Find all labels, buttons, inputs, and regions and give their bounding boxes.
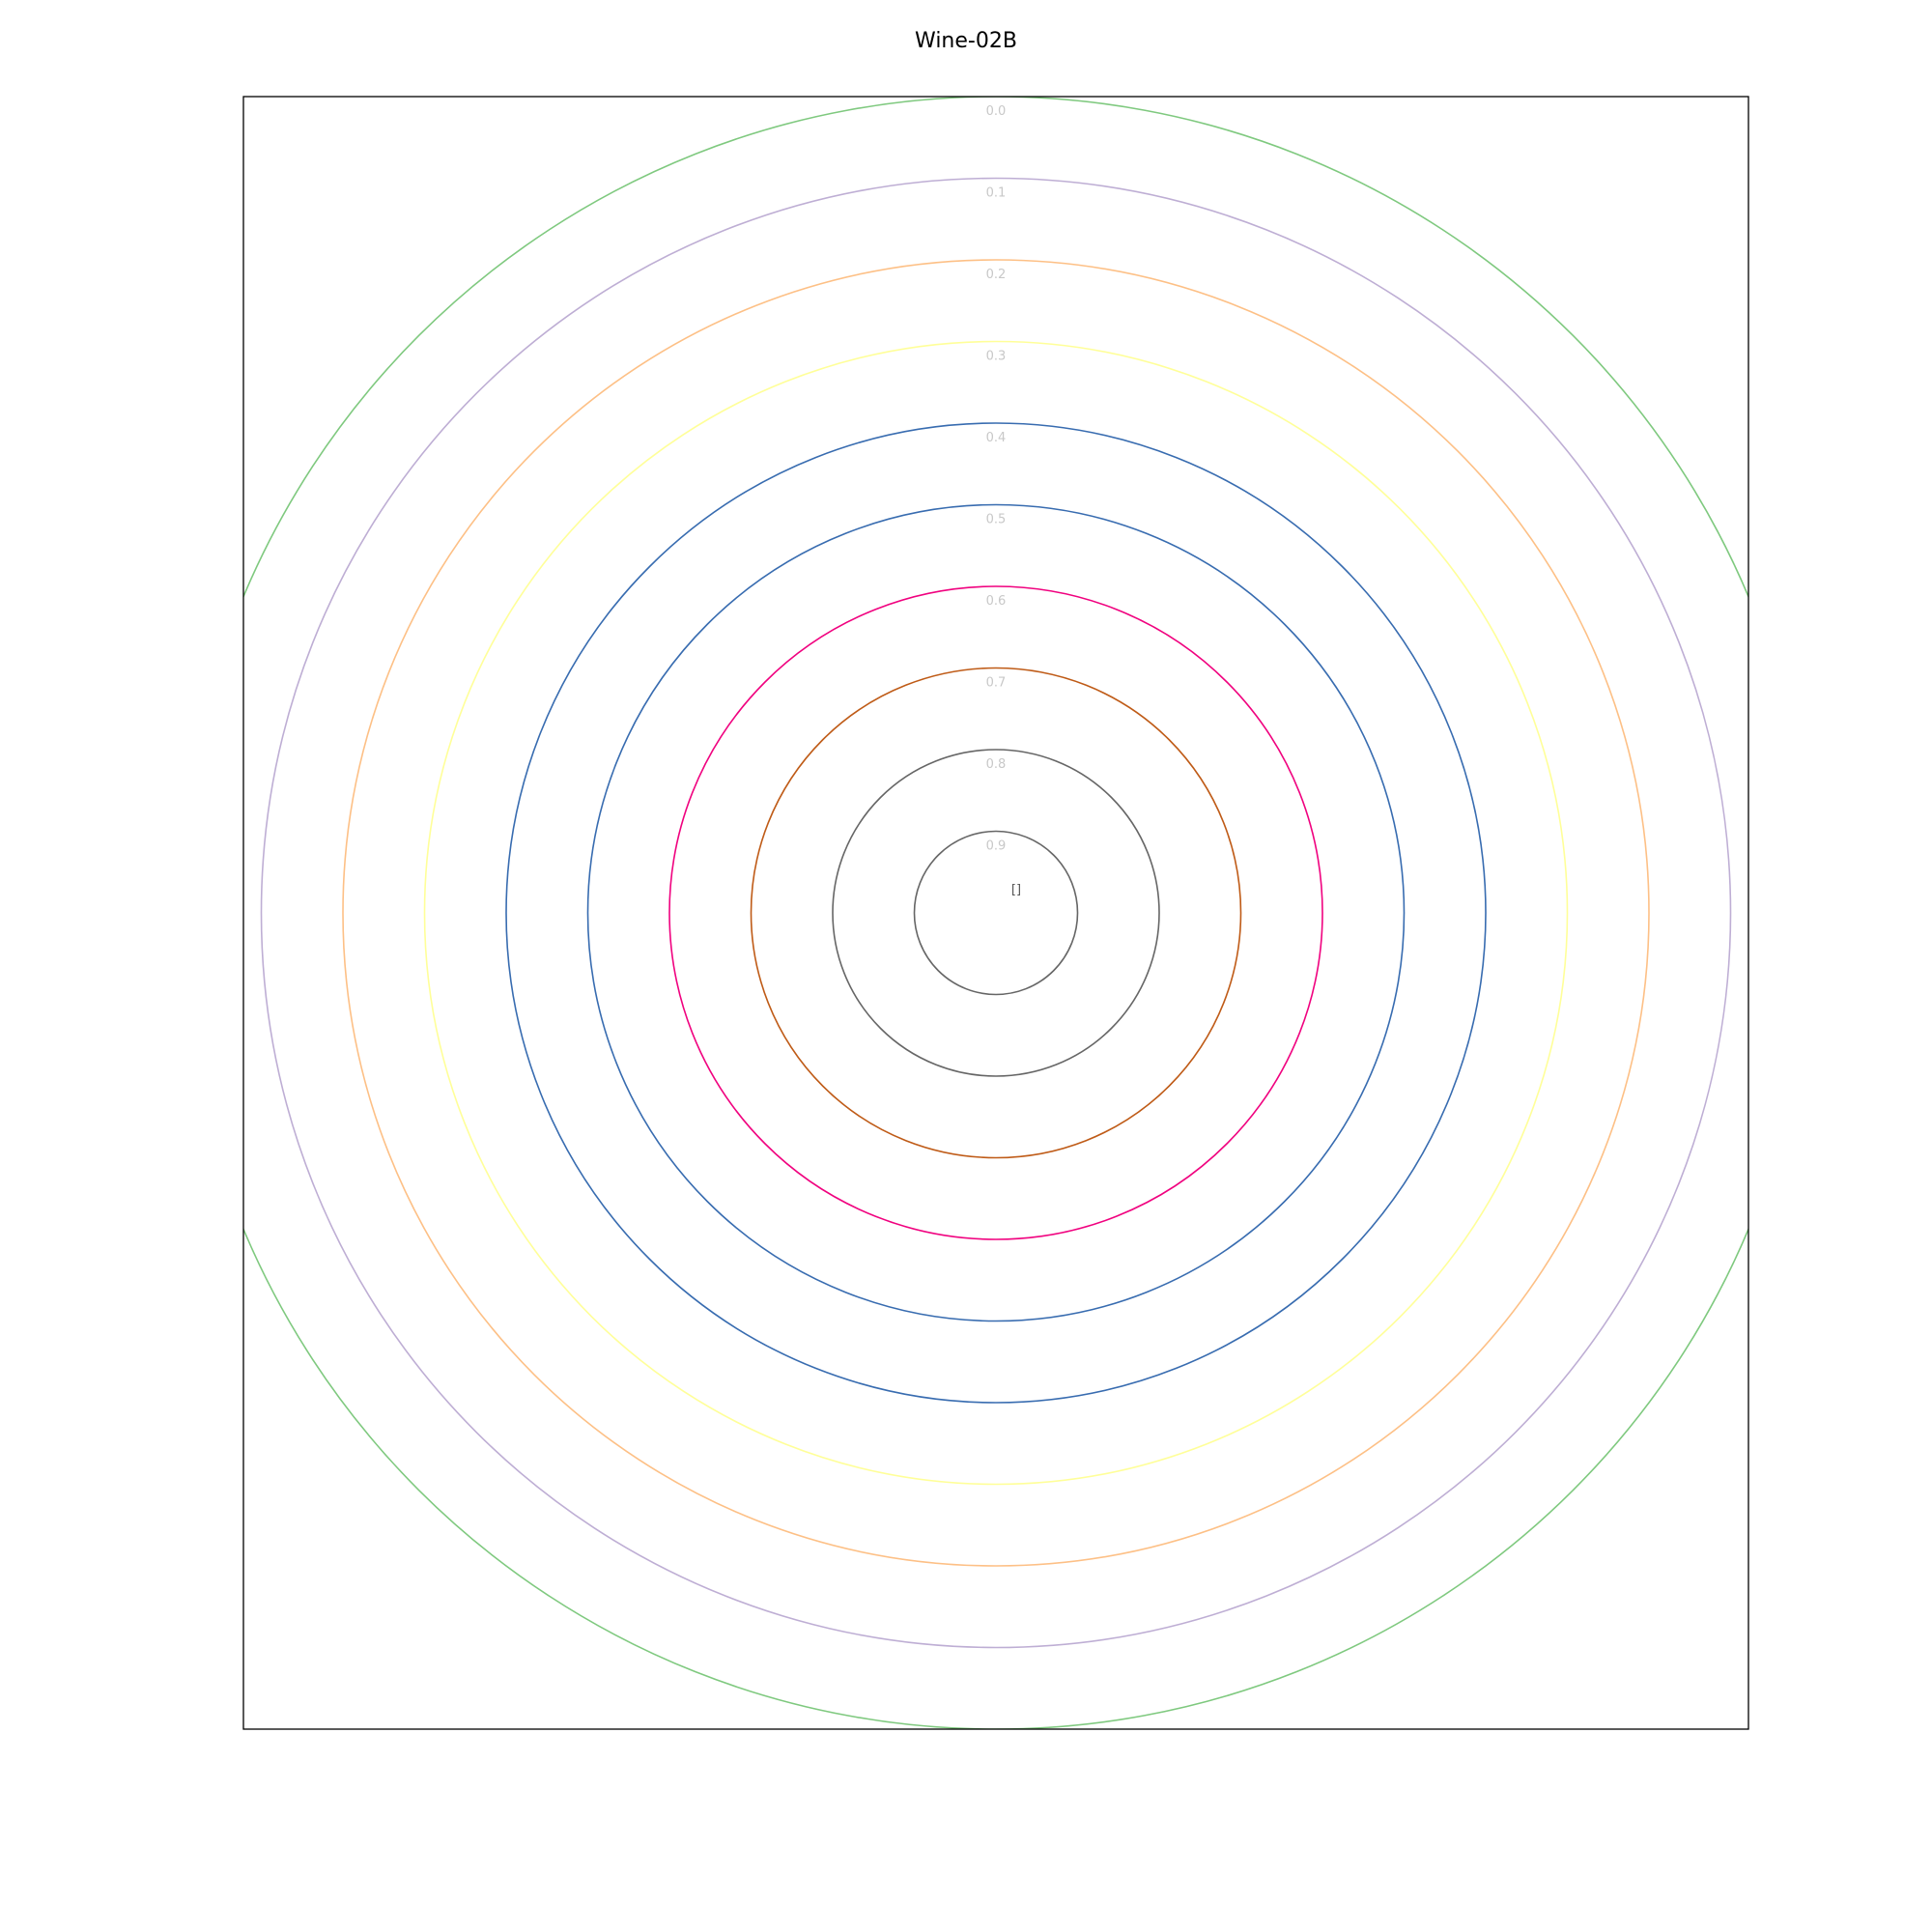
ring-label-0-1: 0.1	[986, 186, 1007, 201]
ring-0-9	[913, 830, 1079, 996]
plot-frame	[242, 96, 1749, 1730]
ring-0-7	[750, 667, 1242, 1159]
ring-label-0-8: 0.8	[986, 757, 1007, 772]
ring-label-0-6: 0.6	[986, 594, 1007, 609]
ring-0-2	[342, 259, 1650, 1567]
chart-title: Wine-02B	[915, 29, 1017, 53]
ring-0-8	[832, 749, 1160, 1077]
ring-label-0-5: 0.5	[986, 513, 1007, 527]
ring-label-0-3: 0.3	[986, 350, 1007, 364]
ring-label-0-9: 0.9	[986, 839, 1007, 854]
ring-label-0-0: 0.0	[986, 104, 1007, 119]
ring-label-group: 0.0 0.1 0.2 0.3 0.4 0.5 0.6 0.7 0.8 0.9	[986, 104, 1007, 854]
ring-0-5	[586, 503, 1406, 1322]
ring-0-3	[423, 340, 1569, 1486]
ring-label-0-4: 0.4	[986, 431, 1007, 445]
ring-0-6	[668, 585, 1323, 1240]
ring-label-0-7: 0.7	[986, 676, 1007, 691]
ring-0-1	[260, 177, 1732, 1649]
ring-label-0-2: 0.2	[986, 268, 1007, 282]
center-label: []	[1011, 883, 1021, 897]
ring-0-4	[505, 422, 1487, 1404]
ring-group	[243, 97, 1748, 1729]
